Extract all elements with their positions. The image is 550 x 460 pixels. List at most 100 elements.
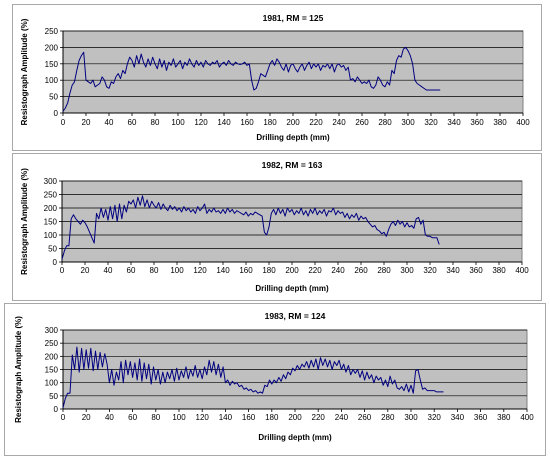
y-tick-label: 50 bbox=[49, 93, 58, 102]
x-tick-label: 220 bbox=[309, 118, 323, 127]
x-tick-label: 60 bbox=[127, 266, 136, 275]
chart-panel-1982: 1982, RM = 163 0 50 100 150 200 250 300 0 20 40 60 8… bbox=[12, 153, 542, 301]
y-tick-label: 250 bbox=[44, 191, 58, 200]
x-tick-label: 260 bbox=[358, 413, 372, 422]
x-tick-label: 200 bbox=[288, 413, 302, 422]
x-tick-label: 300 bbox=[401, 118, 415, 127]
y-tick-label: 200 bbox=[45, 352, 59, 361]
y-tick-label: 250 bbox=[45, 339, 59, 348]
plot-area bbox=[62, 30, 524, 114]
y-axis-label: Resistograph Amplitude (%) bbox=[20, 18, 29, 125]
x-tick-label: 320 bbox=[424, 118, 438, 127]
x-axis-label: Drilling depth (mm) bbox=[256, 133, 330, 142]
x-tick-label: 20 bbox=[82, 413, 91, 422]
x-tick-label: 120 bbox=[196, 413, 210, 422]
y-tick-label: 300 bbox=[44, 177, 58, 186]
x-tick-label: 360 bbox=[474, 413, 488, 422]
x-tick-label: 160 bbox=[239, 266, 253, 275]
x-tick-label: 100 bbox=[172, 413, 186, 422]
x-tick-label: 240 bbox=[335, 413, 349, 422]
x-tick-label: 400 bbox=[520, 413, 534, 422]
chart-panel-1983: 1983, RM = 124 0 50 100 150 200 250 300 0 20 40 60 8… bbox=[4, 303, 546, 456]
x-tick-label: 100 bbox=[171, 118, 185, 127]
x-tick-label: 400 bbox=[516, 118, 530, 127]
x-axis-label: Drilling depth (mm) bbox=[255, 284, 329, 293]
y-tick-label: 0 bbox=[53, 258, 58, 267]
x-tick-label: 280 bbox=[378, 118, 392, 127]
y-tick-label: 200 bbox=[45, 43, 59, 52]
x-tick-label: 340 bbox=[447, 118, 461, 127]
x-tick-label: 200 bbox=[285, 266, 299, 275]
y-tick-label: 150 bbox=[45, 366, 59, 375]
series-line bbox=[62, 346, 444, 408]
x-tick-label: 20 bbox=[81, 266, 90, 275]
x-tick-label: 260 bbox=[354, 266, 368, 275]
x-tick-label: 380 bbox=[493, 118, 507, 127]
y-tick-label: 100 bbox=[45, 379, 59, 388]
x-tick-label: 340 bbox=[446, 266, 460, 275]
x-tick-label: 60 bbox=[128, 413, 137, 422]
x-tick-label: 300 bbox=[400, 266, 414, 275]
x-tick-label: 320 bbox=[428, 413, 442, 422]
chart-1982: 1982, RM = 163 0 50 100 150 200 250 300 0 20 40 60 8… bbox=[20, 160, 529, 293]
x-tick-label: 0 bbox=[60, 266, 65, 275]
x-tick-label: 160 bbox=[242, 413, 256, 422]
x-tick-label: 20 bbox=[82, 118, 91, 127]
x-tick-label: 240 bbox=[332, 118, 346, 127]
x-tick-label: 40 bbox=[105, 118, 114, 127]
x-tick-label: 40 bbox=[105, 413, 114, 422]
x-tick-label: 180 bbox=[263, 118, 277, 127]
y-tick-label: 50 bbox=[48, 245, 57, 254]
x-tick-label: 180 bbox=[262, 266, 276, 275]
x-tick-label: 280 bbox=[377, 266, 391, 275]
chart-title: 1981, RM = 125 bbox=[263, 13, 324, 23]
x-tick-label: 220 bbox=[308, 266, 322, 275]
y-tick-label: 0 bbox=[54, 109, 59, 118]
y-tick-label: 50 bbox=[49, 392, 58, 401]
chart-title: 1982, RM = 163 bbox=[262, 160, 323, 170]
x-tick-label: 100 bbox=[170, 266, 184, 275]
x-tick-label: 360 bbox=[469, 266, 483, 275]
x-tick-label: 120 bbox=[193, 266, 207, 275]
x-tick-label: 380 bbox=[497, 413, 511, 422]
y-tick-label: 100 bbox=[44, 231, 58, 240]
y-tick-label: 100 bbox=[45, 76, 59, 85]
chart-panel-1981: 1981, RM = 125 0 50 100 150 200 250 0 20 40 60 80 10… bbox=[12, 4, 542, 151]
series-line bbox=[61, 195, 440, 260]
x-tick-label: 340 bbox=[451, 413, 465, 422]
x-tick-label: 80 bbox=[151, 413, 160, 422]
x-tick-label: 400 bbox=[515, 266, 529, 275]
chart-1981: 1981, RM = 125 0 50 100 150 200 250 0 20 40 60 80 10… bbox=[20, 13, 530, 142]
y-axis-label: Resistograph Amplitude (%) bbox=[20, 168, 29, 275]
chart-1983: 1983, RM = 124 0 50 100 150 200 250 300 0 20 40 60 8… bbox=[14, 311, 534, 442]
chart-title: 1983, RM = 124 bbox=[265, 311, 326, 321]
x-tick-label: 160 bbox=[240, 118, 254, 127]
x-tick-label: 0 bbox=[61, 118, 66, 127]
x-tick-label: 280 bbox=[381, 413, 395, 422]
y-tick-label: 250 bbox=[45, 27, 59, 36]
y-axis-label: Resistograph Amplitude (%) bbox=[14, 316, 23, 423]
y-tick-label: 300 bbox=[45, 326, 59, 335]
series-line bbox=[62, 46, 441, 112]
x-tick-label: 240 bbox=[331, 266, 345, 275]
x-tick-label: 260 bbox=[355, 118, 369, 127]
y-tick-label: 200 bbox=[44, 204, 58, 213]
x-tick-label: 60 bbox=[128, 118, 137, 127]
x-tick-label: 140 bbox=[217, 118, 231, 127]
x-tick-label: 80 bbox=[151, 118, 160, 127]
x-tick-label: 320 bbox=[423, 266, 437, 275]
x-tick-label: 300 bbox=[404, 413, 418, 422]
x-tick-label: 360 bbox=[470, 118, 484, 127]
x-tick-label: 0 bbox=[61, 413, 66, 422]
x-tick-label: 140 bbox=[219, 413, 233, 422]
y-tick-label: 150 bbox=[45, 60, 59, 69]
x-tick-label: 80 bbox=[150, 266, 159, 275]
x-tick-label: 200 bbox=[286, 118, 300, 127]
y-tick-label: 0 bbox=[54, 405, 59, 414]
y-tick-label: 150 bbox=[44, 218, 58, 227]
x-tick-label: 220 bbox=[312, 413, 326, 422]
x-tick-label: 180 bbox=[265, 413, 279, 422]
x-tick-label: 40 bbox=[104, 266, 113, 275]
x-tick-label: 120 bbox=[194, 118, 208, 127]
x-tick-label: 380 bbox=[492, 266, 506, 275]
